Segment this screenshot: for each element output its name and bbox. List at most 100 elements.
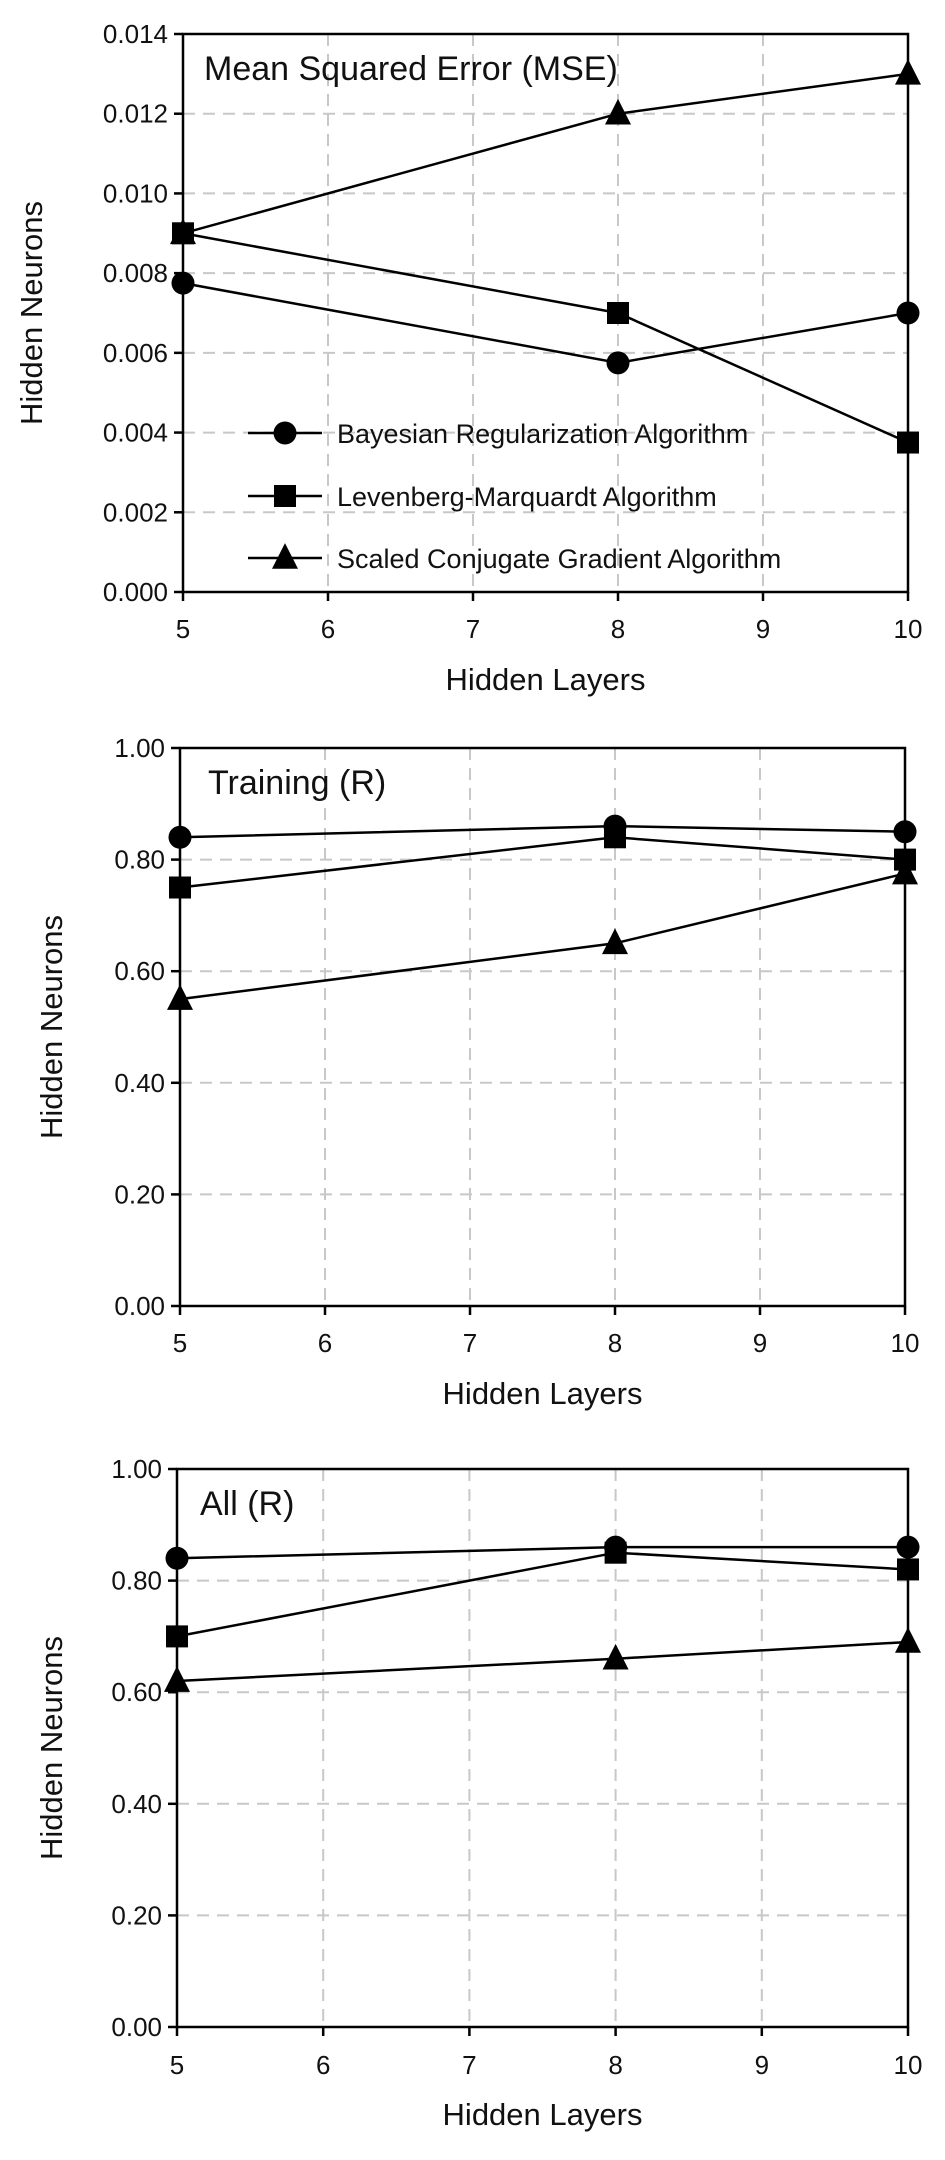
data-point: [895, 58, 921, 85]
x-tick-label: 10: [894, 614, 923, 644]
x-axis-label: Hidden Layers: [443, 1376, 643, 1411]
x-tick-label: 9: [756, 614, 770, 644]
data-point: [171, 271, 195, 295]
series-square: [169, 826, 916, 899]
legend-item: Bayesian Regularization Algorithm: [248, 419, 748, 449]
x-tick-label: 5: [176, 614, 190, 644]
series-line: [176, 1551, 909, 1638]
chart-panel-2: 0.00 0.20 0.40 0.60 0.80 1.00 5 6 7 8 9 10 Hidden La…: [34, 733, 919, 1411]
x-tick-label: 8: [608, 1328, 622, 1358]
series-line: [182, 72, 909, 235]
x-tick-label: 10: [891, 1328, 920, 1358]
data-point: [897, 1558, 919, 1581]
y-tick-label: 1.00: [114, 733, 165, 763]
panel-title: Mean Squared Error (MSE): [204, 50, 618, 88]
circle-icon: [273, 421, 297, 445]
y-axis-label: Hidden Neurons: [34, 915, 69, 1139]
data-point: [604, 1541, 627, 1564]
chart-panel-3: 0.00 0.20 0.40 0.60 0.80 1.00 5 6 7 8 9 10 Hidden La…: [34, 1454, 922, 2132]
y-tick-label: 0.00: [111, 2012, 162, 2042]
plot-area-frame: [178, 746, 907, 1308]
x-tick-label: 7: [463, 1328, 477, 1358]
series-line: [179, 836, 906, 889]
series-line: [176, 1640, 909, 1683]
y-tick-label: 0.40: [114, 1068, 165, 1098]
data-point: [604, 826, 626, 849]
legend-item: Scaled Conjugate Gradient Algorithm: [248, 543, 781, 574]
x-tick-label: 7: [462, 2050, 476, 2080]
y-tick-label: 0.010: [103, 178, 168, 208]
plot-area-frame: [175, 1467, 910, 2029]
x-tick-label: 7: [466, 614, 480, 644]
x-axis-label: Hidden Layers: [443, 2097, 643, 2132]
data-point: [169, 876, 191, 899]
y-tick-label: 0.008: [103, 258, 168, 288]
y-tick-label: 0.60: [114, 956, 165, 986]
x-tick-label: 5: [173, 1328, 187, 1358]
y-tick-label: 0.006: [103, 338, 168, 368]
gridlines: [177, 1469, 908, 2027]
triangle-icon: [272, 543, 298, 569]
y-tick-label: 0.20: [111, 1900, 162, 1930]
data-point: [602, 1643, 629, 1670]
data-point: [168, 825, 192, 849]
y-tick-label: 0.60: [111, 1677, 162, 1707]
series-line: [179, 872, 906, 1001]
y-tick-label: 0.80: [114, 845, 165, 875]
data-point: [893, 820, 917, 844]
data-point: [897, 431, 919, 454]
series-line: [176, 1545, 908, 1560]
x-tick-label: 10: [894, 2050, 923, 2080]
y-axis-label: Hidden Neurons: [14, 201, 49, 425]
legend: Bayesian Regularization Algorithm Levenbe…: [248, 419, 781, 574]
chart-panel-1: 0.000 0.002 0.004 0.006 0.008 0.010 0.012 0.014…: [14, 19, 922, 697]
y-tick-label: 0.002: [103, 497, 168, 527]
y-tick-label: 0.000: [103, 577, 168, 607]
data-point: [165, 1546, 189, 1570]
gridlines: [180, 748, 905, 1306]
x-tick-label: 8: [608, 2050, 622, 2080]
x-tick-label: 6: [318, 1328, 332, 1358]
series-line: [179, 824, 906, 839]
legend-label: Bayesian Regularization Algorithm: [337, 419, 748, 449]
data-point: [170, 218, 196, 245]
y-tick-label: 0.00: [114, 1291, 165, 1321]
square-icon: [274, 485, 296, 507]
gridlines: [183, 34, 908, 592]
x-tick-label: 6: [321, 614, 335, 644]
series-triangle: [167, 858, 918, 1010]
y-tick-label: 1.00: [111, 1454, 162, 1484]
y-axis-label: Hidden Neurons: [34, 1636, 69, 1860]
x-tick-label: 5: [170, 2050, 184, 2080]
legend-label: Scaled Conjugate Gradient Algorithm: [337, 544, 781, 574]
series-square: [166, 1541, 919, 1648]
series-line: [182, 232, 909, 444]
y-tick-label: 0.40: [111, 1789, 162, 1819]
data-point: [892, 858, 918, 885]
data-point: [605, 98, 631, 125]
series-line: [182, 281, 909, 365]
x-axis-label: Hidden Layers: [446, 662, 646, 697]
x-tick-label: 6: [316, 2050, 330, 2080]
data-point: [164, 1666, 190, 1692]
series-circle: [171, 271, 920, 375]
x-tick-label: 8: [611, 614, 625, 644]
series-triangle: [170, 58, 921, 245]
data-point: [895, 1627, 921, 1653]
legend-item: Levenberg-Marquardt Algorithm: [248, 482, 717, 512]
data-point: [896, 301, 920, 325]
y-tick-label: 0.20: [114, 1179, 165, 1209]
panel-title: All (R): [200, 1485, 294, 1523]
legend-label: Levenberg-Marquardt Algorithm: [337, 482, 717, 512]
x-tick-label: 9: [753, 1328, 767, 1358]
y-tick-label: 0.004: [103, 418, 168, 448]
y-tick-label: 0.014: [103, 19, 168, 49]
series-circle: [168, 814, 917, 849]
data-point: [602, 928, 628, 955]
series-triangle: [164, 1627, 921, 1692]
y-tick-label: 0.012: [103, 99, 168, 129]
data-point: [167, 984, 193, 1010]
data-point: [606, 351, 630, 375]
panel-title: Training (R): [208, 764, 386, 802]
